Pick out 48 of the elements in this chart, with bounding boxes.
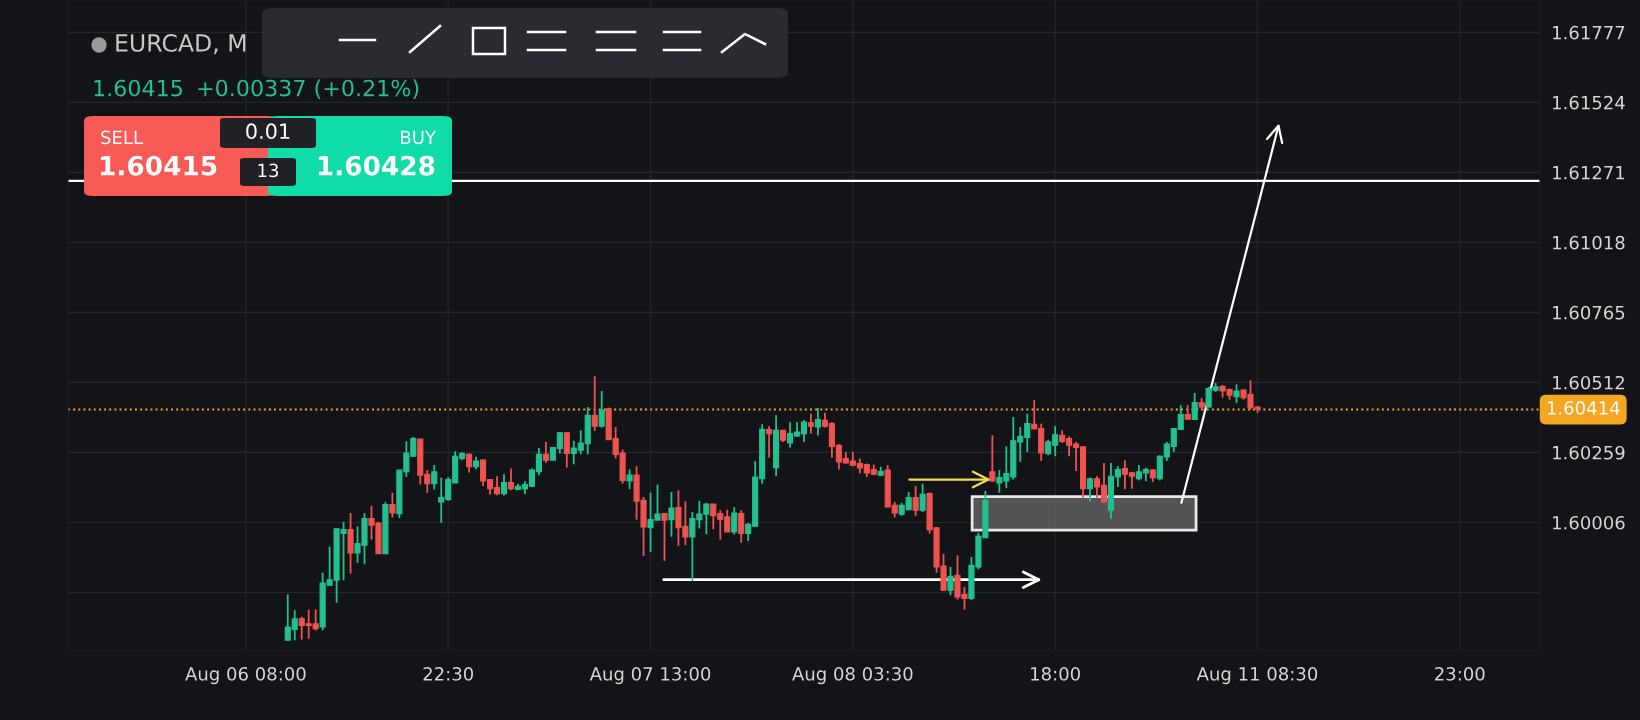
y-tick-label: 1.61271	[1553, 165, 1625, 180]
candlestick	[766, 425, 773, 459]
y-tick-label: 1.61777	[1553, 25, 1625, 40]
candlestick	[668, 491, 675, 538]
annotation: 1.60415	[94, 79, 182, 97]
annotation: +0.00337 (+0.21%)	[198, 79, 419, 100]
candlestick	[626, 468, 633, 491]
annotation: 0.01	[246, 123, 290, 140]
y-tick-label: 1.60512	[1553, 375, 1624, 390]
annotation: 1.60415	[100, 155, 217, 176]
candlestick	[591, 375, 598, 432]
y-tick-label: 1.60765	[1553, 305, 1625, 320]
candlestick	[912, 485, 919, 517]
x-tick-label: 18:00	[1031, 666, 1080, 681]
candlestick	[989, 434, 996, 483]
y-tick-label: 1.61524	[1553, 95, 1625, 110]
x-tick-label: Aug 07 13:00	[589, 666, 711, 685]
candlestick	[731, 506, 738, 536]
y-tick-label: 1.60259	[1553, 445, 1625, 460]
candlestick	[1233, 383, 1240, 404]
annotation: BUY	[401, 130, 437, 145]
candlestick	[500, 473, 508, 497]
x-tick-label: 22:30	[423, 666, 474, 681]
candlestick	[807, 412, 815, 435]
candlestick	[389, 491, 396, 519]
annotation: SELL	[101, 130, 143, 145]
candlestick	[542, 441, 549, 464]
x-tick-label: Aug 06 08:00	[185, 666, 306, 685]
candlestick	[738, 509, 745, 544]
x-tick-label: Aug 11 08:30	[1196, 666, 1318, 685]
annotation: 13	[258, 163, 279, 178]
candlestick	[347, 512, 354, 575]
y-tick-label: 1.61018	[1553, 235, 1625, 250]
x-tick-label: 23:00	[1435, 666, 1485, 681]
y-tick-label: 1.60006	[1553, 515, 1625, 530]
candlestick	[598, 390, 605, 429]
candlestick	[507, 467, 515, 492]
annotation: EURCAD, M	[116, 33, 246, 55]
ref-line-label: 1.60414	[1547, 401, 1620, 415]
candlestick	[947, 566, 954, 597]
candlestick	[1191, 392, 1198, 421]
candlestick	[661, 512, 668, 562]
x-tick-label: Aug 08 03:30	[792, 666, 913, 685]
candlestick	[919, 482, 926, 513]
candlestick	[814, 406, 822, 437]
candlestick	[563, 431, 570, 469]
annotation: 1.60428	[318, 155, 435, 176]
candlestick	[431, 464, 438, 491]
